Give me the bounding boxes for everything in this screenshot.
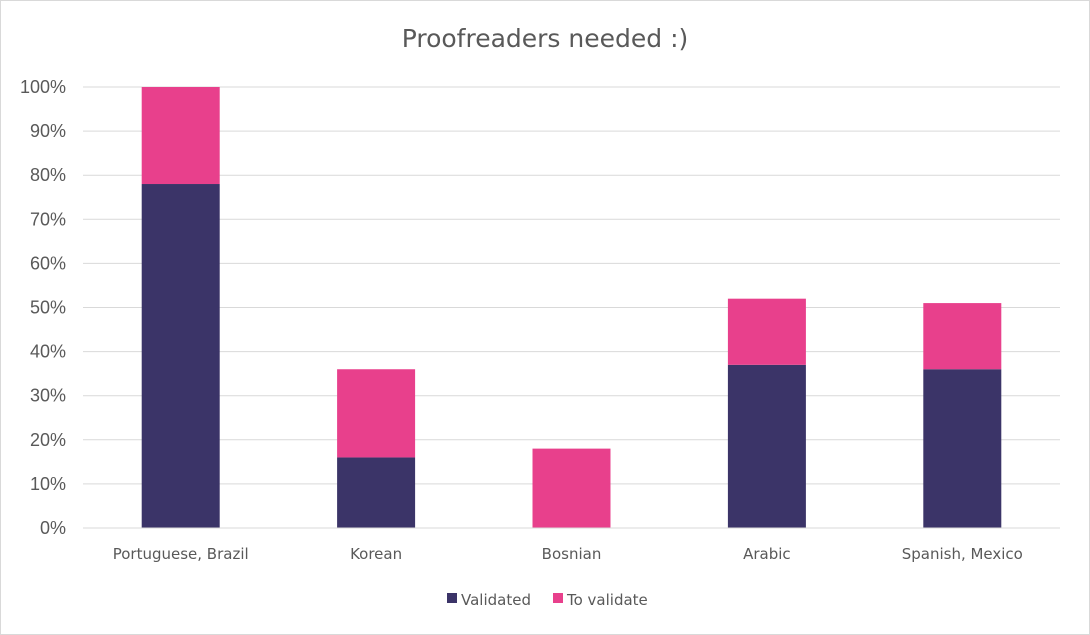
legend-label: To validate bbox=[566, 591, 648, 609]
legend-swatch bbox=[553, 593, 563, 603]
gridlines bbox=[83, 86, 1060, 485]
bar-segment-validated bbox=[727, 364, 806, 528]
x-category-label: Korean bbox=[350, 545, 402, 563]
legend: Validated To validate bbox=[447, 591, 648, 609]
chart-title: Proofreaders needed :) bbox=[401, 24, 689, 53]
y-tick-label: 100% bbox=[20, 77, 66, 97]
bar-segment-to-validate bbox=[727, 298, 806, 365]
x-category-label: Arabic bbox=[743, 545, 791, 563]
bar-segment-validated bbox=[337, 457, 416, 528]
bar-segment-to-validate bbox=[532, 448, 611, 528]
x-category-label: Portuguese, Brazil bbox=[113, 545, 249, 563]
y-tick-label: 10% bbox=[30, 474, 66, 494]
y-tick-label: 80% bbox=[30, 165, 66, 185]
y-tick-label: 20% bbox=[30, 430, 66, 450]
bar-segment-to-validate bbox=[141, 87, 220, 185]
x-axis-categories: Portuguese, Brazil Korean Bosnian Arabic Spa… bbox=[113, 545, 1023, 563]
y-tick-label: 70% bbox=[30, 209, 66, 229]
bar-segment-to-validate bbox=[923, 303, 1002, 370]
legend-swatch bbox=[447, 593, 457, 603]
y-tick-label: 50% bbox=[30, 298, 66, 318]
y-tick-label: 40% bbox=[30, 342, 66, 362]
y-tick-label: 0% bbox=[40, 518, 66, 538]
y-axis-ticks: 0% 10% 20% 30% 40% 50% 60% 70% 80% 90% 100% bbox=[20, 77, 66, 538]
bar-segment-to-validate bbox=[337, 369, 416, 458]
y-tick-label: 60% bbox=[30, 253, 66, 273]
legend-label: Validated bbox=[461, 591, 531, 609]
bar-segment-validated bbox=[141, 184, 220, 528]
bar-segment-validated bbox=[923, 369, 1002, 528]
y-tick-label: 90% bbox=[30, 121, 66, 141]
bars bbox=[141, 87, 1002, 528]
x-category-label: Spanish, Mexico bbox=[902, 545, 1023, 563]
x-category-label: Bosnian bbox=[542, 545, 602, 563]
y-tick-label: 30% bbox=[30, 386, 66, 406]
